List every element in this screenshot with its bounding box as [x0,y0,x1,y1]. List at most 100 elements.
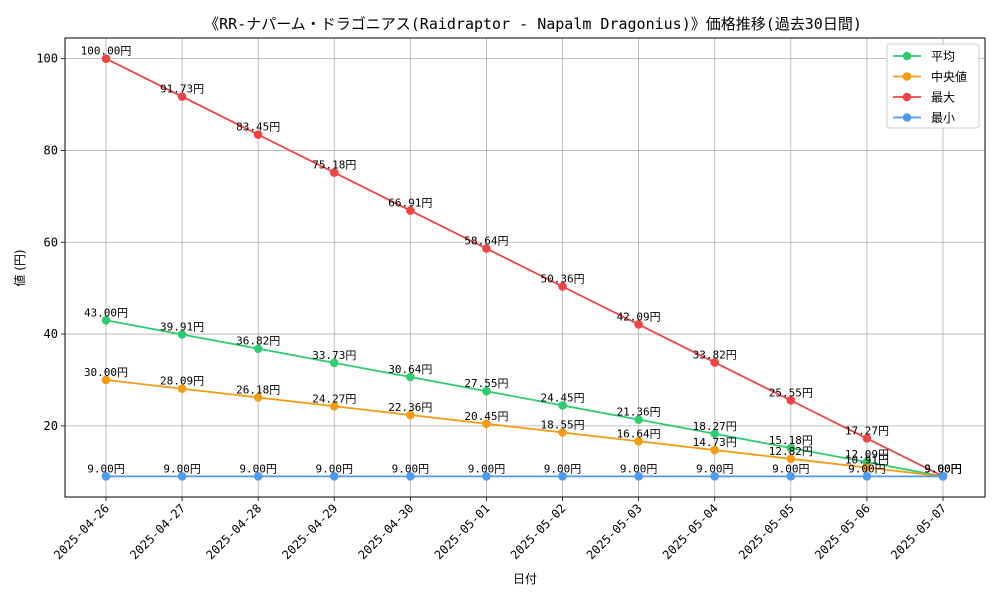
data-label: 9.00円 [239,462,277,475]
data-point [101,472,111,481]
chart-title: 《RR-ナパーム・ドラゴニアス(Raidraptor - Napalm Drag… [204,15,862,33]
data-point [558,282,567,291]
data-label: 26.18円 [236,383,280,396]
data-point [482,386,491,396]
data-label: 15.18円 [769,434,813,447]
data-point [634,436,643,446]
data-point [786,396,796,405]
data-label: 17.27円 [845,424,889,437]
y-axis-ticks: 20 40 60 80 100 [36,52,65,433]
data-point [482,419,491,429]
data-point [406,472,415,481]
data-point [634,320,643,329]
legend-label: 最小 [931,111,955,125]
data-label: 10.91円 [845,454,889,467]
data-point [862,472,872,481]
data-point [406,206,415,215]
legend-label: 最大 [931,91,955,105]
x-tick-label: 2025-05-02 [508,501,569,562]
data-label: 33.73円 [312,349,356,362]
data-point [634,472,643,481]
data-point [177,384,187,394]
legend-item: 平均 [893,50,955,64]
data-label: 16.64円 [617,427,661,440]
y-tick-label: 40 [44,327,58,341]
data-label: 18.27円 [693,420,737,433]
data-point [253,130,263,139]
data-point [329,472,339,481]
data-label: 30.64円 [388,363,432,376]
x-tick-label: 2025-04-26 [51,501,112,562]
data-label: 21.36円 [617,406,661,419]
data-point [329,401,339,411]
series-最大 [101,54,948,481]
data-label: 39.91円 [160,320,204,333]
series-line [105,57,944,478]
legend-box [886,43,980,129]
data-point [558,428,567,437]
data-point [710,358,720,367]
data-label: 24.45円 [540,391,584,404]
data-point [101,375,111,385]
data-labels: 43.00円 39.91円 36.82円 33.73円 30.64円 27.55円 24.4… [81,45,962,476]
data-point [406,372,415,382]
x-axis-ticks: 2025-04-26 2025-04-27 2025-04-28 2025-04-29… [51,497,949,562]
data-point [786,443,796,453]
data-label: 91.73円 [160,83,204,96]
data-label: 9.00円 [316,462,354,475]
data-point [634,415,643,424]
y-tick-label: 80 [44,143,58,157]
legend-label: 平均 [931,50,955,64]
data-label: 20.45円 [464,410,508,423]
data-label: 28.09円 [160,375,204,388]
data-label: 18.55円 [540,419,584,432]
x-tick-label: 2025-05-03 [584,501,645,562]
plot-frame [64,37,986,498]
legend-item: 最小 [893,111,955,125]
data-label: 9.00円 [87,462,125,475]
x-tick-label: 2025-04-28 [203,501,264,562]
data-label: 9.00円 [468,462,506,475]
data-point [329,168,339,177]
x-axis-label: 日付 [513,572,537,586]
data-label: 100.00円 [81,45,132,58]
x-tick-label: 2025-04-29 [279,501,340,562]
data-point [862,434,872,443]
data-label: 9.00円 [544,462,582,475]
data-label: 9.00円 [924,462,962,475]
data-label: 9.00円 [924,462,962,475]
data-label: 24.27円 [312,392,356,405]
x-tick-label: 2025-04-27 [127,501,188,562]
data-point [329,358,339,368]
x-tick-label: 2025-05-05 [736,501,797,562]
x-tick-label: 2025-04-30 [355,501,416,562]
data-point [101,54,111,63]
data-point [482,472,491,481]
data-point [253,472,263,481]
data-point [558,472,567,481]
series-中央値 [101,375,948,481]
data-label: 9.00円 [924,462,962,475]
legend-marker [902,51,912,61]
data-label: 22.36円 [388,401,432,414]
data-point [101,315,111,325]
data-label: 9.00円 [924,462,962,475]
data-label: 9.00円 [848,462,886,475]
data-point [786,472,796,481]
data-label: 33.82円 [693,348,737,361]
y-tick-label: 100 [36,52,58,66]
data-label: 42.09円 [617,310,661,323]
data-point [710,445,720,455]
data-label: 12.82円 [769,445,813,458]
data-point [177,330,187,339]
series-line [105,319,944,478]
data-label: 75.18円 [312,159,356,172]
legend-label: 中央値 [931,69,967,84]
y-tick-label: 60 [44,235,58,249]
data-point [177,472,187,481]
data-point [710,429,720,439]
data-label: 9.00円 [772,462,810,475]
data-label: 9.00円 [392,462,430,475]
data-label: 25.55円 [769,386,813,399]
